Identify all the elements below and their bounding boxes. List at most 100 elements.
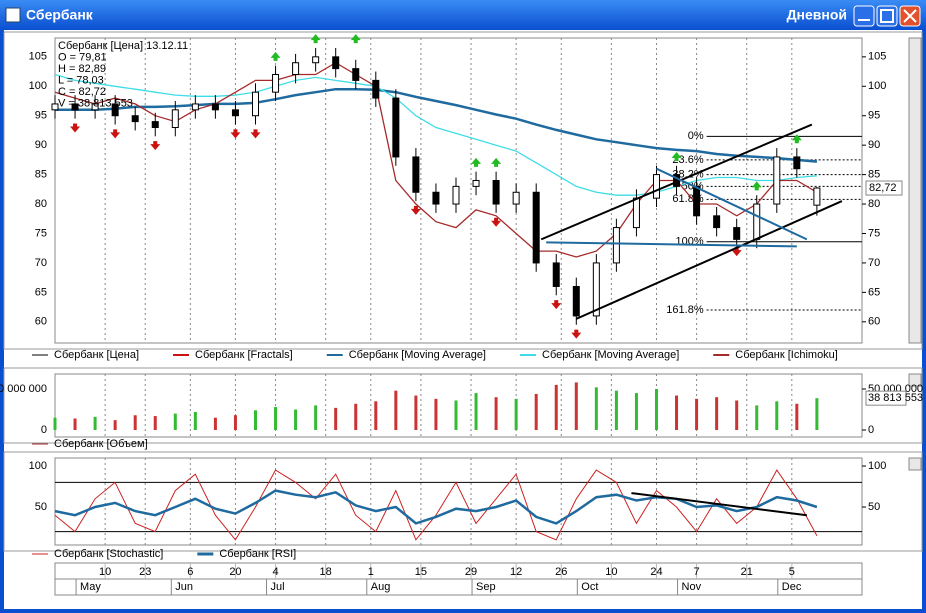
scrollbar[interactable]	[908, 37, 922, 344]
candle-body	[753, 203, 761, 240]
fractal-up	[791, 134, 802, 144]
volume-bar	[654, 388, 658, 430]
volume-bar	[494, 397, 498, 430]
trend-line	[631, 492, 807, 517]
y-tick-label: 100	[868, 80, 886, 92]
month-label: Oct	[581, 581, 598, 593]
volume-bar	[334, 407, 338, 430]
last-price-label: 82,72	[869, 182, 897, 194]
volume-bar	[675, 395, 679, 430]
y-tick-label: 70	[868, 257, 880, 269]
minimize-button[interactable]	[853, 5, 875, 27]
y-tick-label: 50	[35, 501, 47, 513]
y-tick-label: 105	[868, 51, 886, 63]
y-tick-label: 105	[29, 51, 47, 63]
month-label: Nov	[682, 581, 702, 593]
x-tick-label: 4	[272, 566, 278, 578]
candle-body	[532, 191, 540, 264]
candle-body	[492, 179, 500, 205]
candle-body	[612, 227, 620, 264]
y-tick-label: 95	[35, 110, 47, 122]
y-tick-label: 95	[868, 110, 880, 122]
window-mode: Дневной	[787, 7, 847, 23]
y-tick-label: 0	[41, 424, 47, 436]
fractal-down	[250, 129, 261, 139]
candle-body	[71, 103, 79, 111]
x-tick-label: 12	[510, 566, 522, 578]
x-tick-label: 23	[139, 566, 151, 578]
candle-body	[191, 103, 199, 111]
candle-body	[51, 103, 59, 111]
fib-label: 38.2%	[672, 169, 703, 181]
volume-bar	[634, 393, 638, 430]
candle-body	[412, 156, 420, 193]
oscillator-line	[54, 489, 818, 525]
x-tick-label: 6	[187, 566, 193, 578]
panel-button[interactable]	[908, 457, 922, 471]
volume-bar	[73, 418, 77, 430]
legend-label: Сбербанк [RSI]	[219, 548, 296, 560]
volume-bar	[574, 382, 578, 430]
y-tick-label: 100	[29, 80, 47, 92]
volume-bar	[414, 395, 418, 430]
volume-bar	[153, 416, 157, 430]
info-text: Сбербанк [Цена] 13.12.11	[58, 40, 188, 52]
month-label: Dec	[782, 581, 802, 593]
fractal-down	[410, 205, 421, 215]
x-tick-label: 5	[789, 566, 795, 578]
candle-body	[171, 109, 179, 128]
candle-body	[632, 197, 640, 229]
legend-label: Сбербанк [Ichimoku]	[735, 349, 838, 361]
volume-bar	[454, 400, 458, 430]
volume-bar	[394, 390, 398, 430]
trend-line	[656, 167, 808, 241]
month-label: Aug	[371, 581, 391, 593]
candle-body	[592, 262, 600, 317]
candle-body	[693, 185, 701, 217]
x-tick-label: 24	[650, 566, 662, 578]
y-tick-label: 50	[868, 501, 880, 513]
volume-bar	[594, 387, 598, 430]
volume-bar	[614, 390, 618, 430]
legend-label: Сбербанк [Fractals]	[195, 349, 293, 361]
volume-bar	[173, 413, 177, 430]
volume-bar	[755, 405, 759, 430]
trend-line	[546, 241, 797, 248]
info-text: H = 82,89	[58, 63, 106, 75]
volume-bar	[715, 397, 719, 430]
x-tick-label: 10	[99, 566, 111, 578]
candle-body	[652, 174, 660, 199]
candle-body	[452, 185, 460, 205]
volume-bar	[815, 398, 819, 430]
y-tick-label: 60	[868, 316, 880, 328]
volume-bar	[695, 398, 699, 430]
volume-bar	[514, 398, 518, 430]
volume-bar	[193, 411, 197, 430]
y-tick-label: 80	[868, 198, 880, 210]
panel-button[interactable]	[908, 373, 922, 387]
candle-body	[292, 62, 300, 76]
x-tick-label: 20	[229, 566, 241, 578]
candle-body	[793, 156, 801, 170]
info-text: V = 38 813 553	[58, 97, 133, 109]
fractal-up	[751, 181, 762, 191]
month-label: Sep	[476, 581, 496, 593]
y-tick-label: 65	[868, 286, 880, 298]
fractal-down	[551, 300, 562, 310]
volume-bar	[434, 398, 438, 430]
month-label: May	[80, 581, 101, 593]
trend-line	[540, 123, 813, 241]
fractal-down	[150, 141, 161, 151]
fractal-down	[731, 247, 742, 257]
legend-label: Сбербанк [Stochastic]	[54, 548, 163, 560]
x-tick-label: 29	[465, 566, 477, 578]
fractal-down	[230, 129, 241, 139]
candle-body	[733, 227, 741, 240]
x-tick-label: 18	[320, 566, 332, 578]
info-text: C = 82,72	[58, 86, 106, 98]
volume-bar	[253, 410, 257, 430]
window-title: Сбербанк	[26, 7, 94, 23]
candle-body	[91, 103, 99, 111]
x-tick-label: 7	[694, 566, 700, 578]
legend-label: Сбербанк [Объем]	[54, 438, 148, 450]
